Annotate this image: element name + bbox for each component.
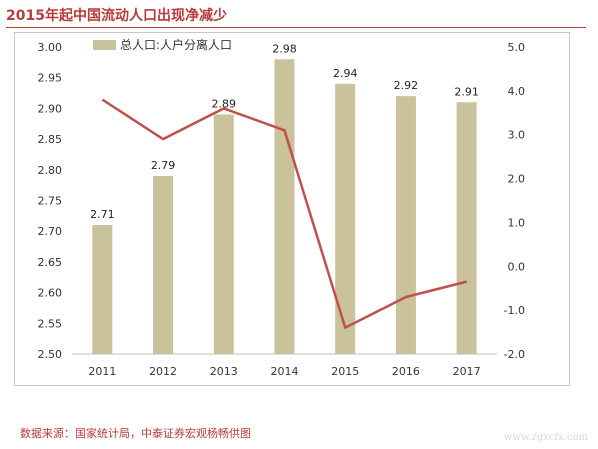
y-tick-label: 2.65 bbox=[38, 256, 63, 269]
y-tick-label: 2.70 bbox=[38, 225, 63, 238]
y2-tick-label: 2.0 bbox=[508, 173, 526, 186]
source-note: 数据来源：国家统计局，中泰证券宏观杨畅供图 bbox=[20, 427, 251, 440]
y2-tick-label: 4.0 bbox=[508, 85, 526, 98]
y2-tick-label: 1.0 bbox=[508, 216, 526, 229]
line-series bbox=[101, 98, 467, 329]
bar-value-label: 2.71 bbox=[90, 208, 115, 221]
bar bbox=[213, 114, 234, 354]
y2-tick-label: -2.0 bbox=[504, 348, 525, 361]
y2-tick-label: 5.0 bbox=[508, 41, 526, 54]
y2-tick-label: 3.0 bbox=[508, 129, 526, 142]
y-tick-label: 2.60 bbox=[38, 287, 63, 300]
x-tick-label: 2011 bbox=[88, 365, 116, 378]
bar bbox=[395, 96, 416, 355]
bar-value-label: 2.91 bbox=[454, 85, 479, 98]
legend-swatch bbox=[93, 40, 116, 50]
y-tick-label: 3.00 bbox=[38, 41, 63, 54]
x-tick-label: 2012 bbox=[149, 365, 177, 378]
chart-title: 2015年起中国流动人口出现净减少 bbox=[6, 8, 227, 24]
bar-value-label: 2.94 bbox=[333, 67, 358, 80]
bar-value-label: 2.79 bbox=[151, 159, 176, 172]
y-tick-label: 2.95 bbox=[38, 72, 63, 85]
y-tick-label: 2.85 bbox=[38, 133, 63, 146]
bar bbox=[92, 225, 113, 354]
watermark: www.zgxcfx.com bbox=[503, 432, 588, 443]
x-tick-label: 2014 bbox=[271, 365, 299, 378]
x-tick-label: 2017 bbox=[453, 365, 481, 378]
chart-frame bbox=[14, 32, 570, 386]
y-tick-label: 2.75 bbox=[38, 195, 63, 208]
title-divider bbox=[6, 27, 586, 28]
x-tick-label: 2015 bbox=[331, 365, 359, 378]
y2-tick-label: 0.0 bbox=[508, 260, 526, 273]
y-tick-label: 2.90 bbox=[38, 102, 63, 115]
legend-label: 总人口:人户分离人口 bbox=[120, 37, 232, 52]
bar-value-label: 2.98 bbox=[272, 42, 297, 55]
bar bbox=[274, 59, 295, 354]
bar bbox=[456, 102, 477, 354]
bar bbox=[335, 83, 356, 354]
y-tick-label: 2.50 bbox=[38, 348, 63, 361]
bar bbox=[153, 175, 174, 354]
bar-value-label: 2.92 bbox=[394, 79, 419, 92]
x-tick-label: 2013 bbox=[210, 365, 238, 378]
x-tick-label: 2016 bbox=[392, 365, 420, 378]
y-tick-label: 2.80 bbox=[38, 164, 63, 177]
y-tick-label: 2.55 bbox=[38, 317, 63, 330]
bar-value-label: 2.89 bbox=[212, 98, 237, 111]
y2-tick-label: -1.0 bbox=[504, 304, 525, 317]
